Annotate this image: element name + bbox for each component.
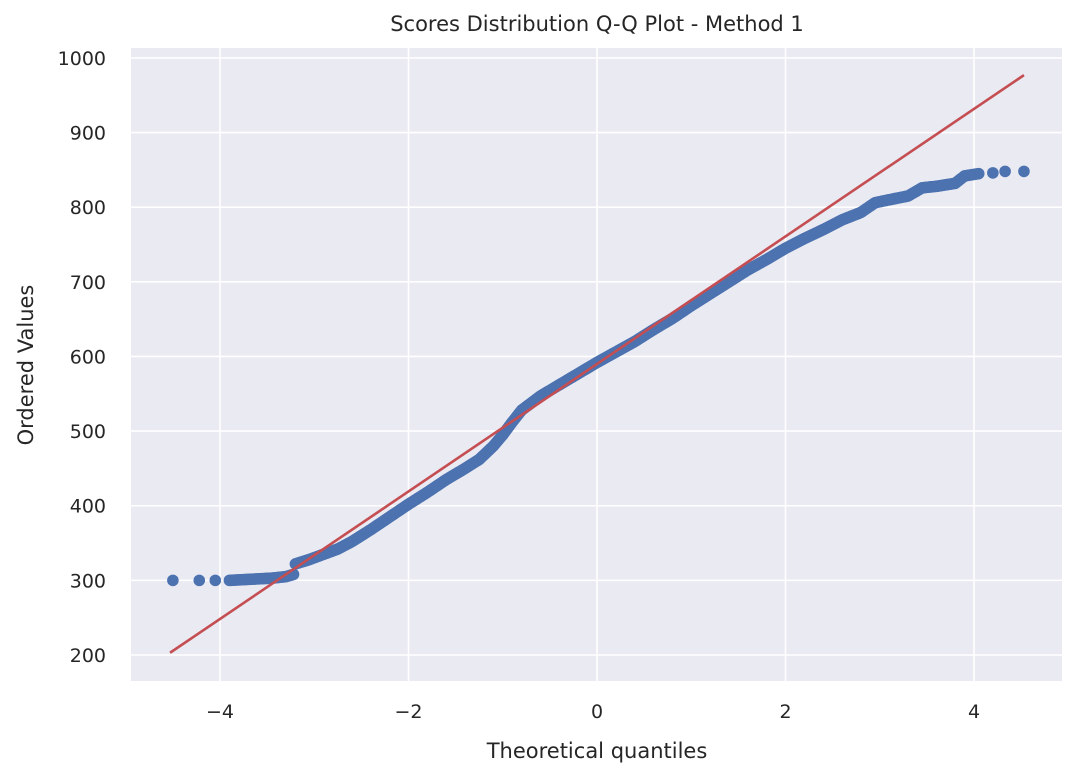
reference-line-segment xyxy=(169,74,1025,654)
x-tick-label: 4 xyxy=(968,701,980,723)
x-tick-label: 0 xyxy=(591,701,603,723)
x-axis-ticks: −4 −2 0 2 4 xyxy=(206,701,980,723)
x-axis-label: Theoretical quantiles xyxy=(486,739,708,763)
data-points xyxy=(167,165,1030,587)
y-tick-label: 700 xyxy=(70,272,106,294)
y-tick-label: 900 xyxy=(70,123,106,145)
y-axis-ticks: 200 300 400 500 600 700 800 900 1000 xyxy=(58,48,106,667)
data-point xyxy=(987,167,999,179)
reference-line xyxy=(169,74,1025,654)
x-tick-label: −4 xyxy=(206,701,234,723)
y-tick-label: 800 xyxy=(70,197,106,219)
data-point xyxy=(1018,165,1030,178)
data-point xyxy=(167,574,179,587)
y-tick-label: 400 xyxy=(70,496,106,518)
y-tick-label: 300 xyxy=(70,570,106,592)
grid-lines xyxy=(131,48,1062,681)
x-tick-label: −2 xyxy=(394,701,422,723)
data-point xyxy=(999,165,1011,178)
y-tick-label: 1000 xyxy=(58,48,106,70)
y-tick-label: 600 xyxy=(70,346,106,368)
y-axis-label: Ordered Values xyxy=(14,285,38,446)
y-tick-label: 500 xyxy=(70,421,106,443)
data-point xyxy=(193,574,206,587)
y-tick-label: 200 xyxy=(70,645,106,667)
x-tick-label: 2 xyxy=(779,701,791,723)
data-point xyxy=(972,167,985,180)
chart-title: Scores Distribution Q-Q Plot - Method 1 xyxy=(390,12,804,36)
data-point xyxy=(209,574,222,587)
